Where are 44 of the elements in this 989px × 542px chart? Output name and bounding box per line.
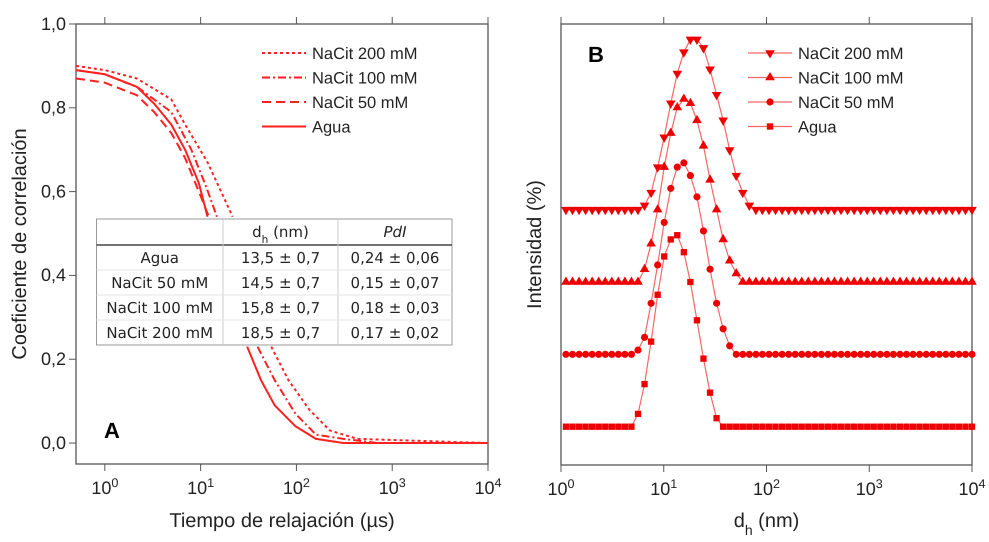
legend-label: NaCit 200 mM [312, 45, 418, 63]
x-tick-label: 10$^{3}$ [378, 476, 406, 498]
legend-label: Agua [312, 118, 352, 136]
annotation: 15,8 ± 0,7 [240, 299, 320, 317]
annotation: A [104, 418, 120, 443]
x-axis-title: Tiempo de relajación (µs) [169, 510, 395, 532]
annotation: 0,18 ± 0,03 [350, 299, 440, 317]
annotation: 0,17 ± 0,02 [350, 324, 440, 342]
y-axis-title: Intensidad (%) [524, 180, 546, 309]
x-tick-label: 10$^{0}$ [91, 476, 118, 498]
x-tick-label: 10$^{2}$ [282, 476, 310, 498]
legend-label: NaCit 50 mM [798, 94, 894, 112]
annotation: 0,15 ± 0,07 [350, 274, 440, 292]
x-tick-label: 10$^{3}$ [856, 477, 883, 499]
x-axis-title: d$_{h}$ (nm) [734, 510, 800, 538]
annotation: d$_{h}$ (nm) [252, 223, 309, 246]
x-tick-label: 10$^{4}$ [958, 477, 986, 499]
legend-label: NaCit 100 mM [798, 70, 904, 88]
x-tick-label: 10$^{2}$ [752, 477, 780, 499]
annotation: Agua [140, 249, 179, 267]
y-tick-label: 0,6 [40, 181, 66, 202]
annotation: NaCit 50 mM [111, 274, 208, 292]
x-tick-label: 10$^{4}$ [474, 476, 502, 498]
y-tick-label: 0,2 [40, 349, 66, 369]
legend-label: NaCit 100 mM [312, 70, 418, 88]
annotation: 18,5 ± 0,7 [240, 324, 320, 342]
x-tick-label: 10$^{0}$ [547, 477, 575, 499]
y-axis-title: Coeficiente de correlación [9, 128, 31, 360]
annotation: NaCit 100 mM [106, 299, 214, 317]
y-tick-label: 0,8 [40, 98, 66, 118]
legend-label: Agua [798, 118, 838, 136]
annotation: 13,5 ± 0,7 [240, 249, 320, 267]
legend-label: NaCit 50 mM [312, 94, 408, 112]
annotation: NaCit 200 mM [106, 324, 214, 342]
annotation: 0,24 ± 0,06 [350, 249, 440, 267]
y-tick-label: 0,0 [40, 432, 66, 453]
x-tick-label: 10$^{1}$ [650, 477, 678, 499]
y-tick-label: 0,4 [40, 265, 66, 286]
y-tick-label: 1,0 [40, 14, 66, 34]
annotation: B [588, 42, 604, 67]
legend-label: NaCit 200 mM [798, 45, 904, 63]
x-tick-label: 10$^{1}$ [187, 476, 214, 498]
annotation: PdI [384, 223, 408, 241]
annotation: 14,5 ± 0,7 [240, 274, 320, 292]
